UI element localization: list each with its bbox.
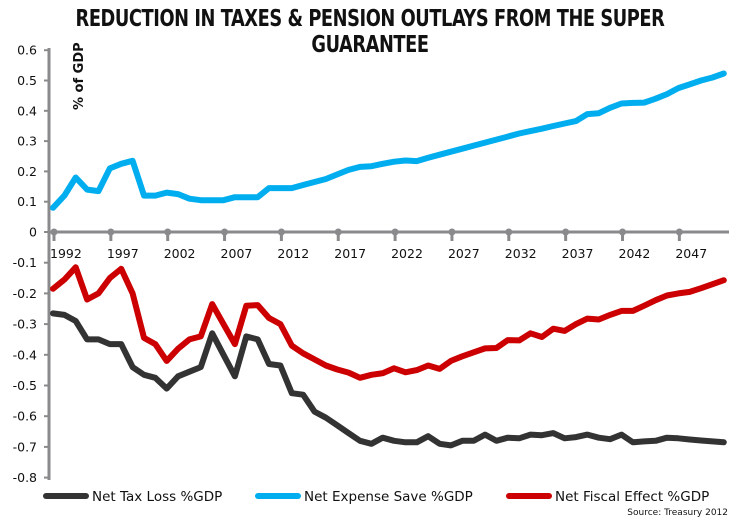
series-line-2 <box>50 264 727 381</box>
y-tick-label: 0.4 <box>17 103 37 118</box>
y-tick-label: 0 <box>29 225 37 240</box>
x-tick-dot <box>107 228 115 236</box>
x-tick-dot <box>391 228 399 236</box>
y-tick-label: -0.6 <box>13 409 37 424</box>
x-tick-dot <box>448 228 456 236</box>
x-tick-dot <box>334 228 342 236</box>
x-tick-label: 2032 <box>505 246 537 261</box>
y-tick-label: -0.2 <box>13 286 37 301</box>
y-tick-label: 0.3 <box>17 134 37 149</box>
x-tick-dot <box>505 228 513 236</box>
y-tick-label: -0.3 <box>13 317 37 332</box>
x-tick-label: 2017 <box>334 246 366 261</box>
x-tick-label: 2012 <box>277 246 309 261</box>
x-tick-label: 1992 <box>50 246 82 261</box>
y-tick-label: -0.5 <box>13 378 37 393</box>
y-tick-label: 0.2 <box>17 164 37 179</box>
y-tick-label: 0.5 <box>17 73 37 88</box>
x-tick-label: 2022 <box>391 246 423 261</box>
series-line-1 <box>50 70 727 211</box>
legend-label: Net Fiscal Effect %GDP <box>555 489 709 505</box>
y-tick-label: -0.4 <box>13 347 37 362</box>
y-tick-label: 0.6 <box>17 43 37 58</box>
x-tick-dot <box>619 228 626 236</box>
legend-label: Net Expense Save %GDP <box>304 489 473 505</box>
source-note: Source: Treasury 2012 <box>627 508 728 518</box>
chart-title: REDUCTION IN TAXES & PENSION OUTLAYS FRO… <box>75 6 665 58</box>
y-tick-label: -0.8 <box>13 470 37 485</box>
x-tick-label: 2037 <box>562 246 594 261</box>
y-axis-label: % of GDP <box>72 42 87 110</box>
x-tick-dot <box>50 228 58 236</box>
x-tick-label: 2042 <box>619 246 651 261</box>
x-tick-label: 2002 <box>164 246 196 261</box>
legend-label: Net Tax Loss %GDP <box>92 489 222 505</box>
y-tick-label: -0.1 <box>13 255 37 270</box>
x-tick-label: 1997 <box>107 246 139 261</box>
x-tick-label: 2027 <box>448 246 480 261</box>
y-tick-label: 0.1 <box>17 194 37 209</box>
x-tick-dot <box>277 228 285 236</box>
x-tick-label: 2007 <box>221 246 253 261</box>
x-tick-label: 2047 <box>675 246 707 261</box>
x-tick-dot <box>221 228 229 236</box>
x-tick-dot <box>164 228 172 236</box>
x-tick-dot <box>562 228 570 236</box>
x-tick-dot <box>675 228 683 236</box>
series-line-0 <box>50 310 727 449</box>
y-tick-label: -0.7 <box>13 439 37 454</box>
